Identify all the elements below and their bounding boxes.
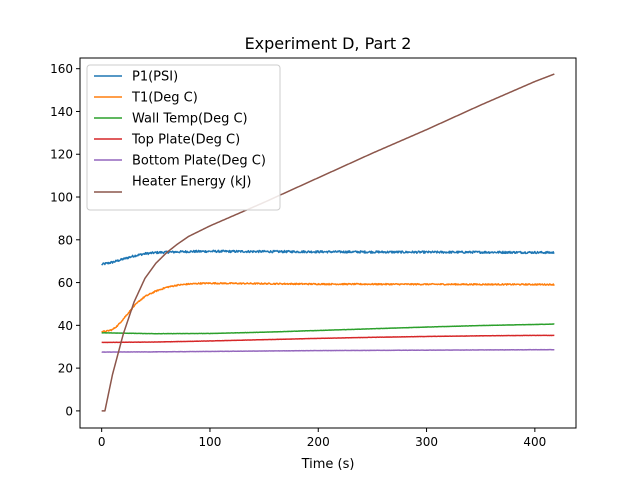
y-tick-label: 160: [50, 62, 73, 76]
legend-label: Wall Temp(Deg C): [132, 112, 248, 127]
y-tick-label: 140: [50, 105, 73, 119]
x-axis: 0 100 200 300 400: [98, 428, 546, 449]
plot-frame: [79, 57, 577, 429]
series-layer: [101, 73, 555, 412]
series-line-4: [101, 348, 555, 353]
series-line-2: [101, 323, 555, 335]
legend-label: Top Plate(Deg C): [131, 133, 240, 148]
legend: P1(PSI) T1(Deg C) Wall Temp(Deg C) Top Plat…: [86, 64, 281, 211]
y-tick-label: 120: [50, 148, 73, 162]
legend-label: T1(Deg C): [131, 91, 198, 106]
legend-label: P1(PSI): [132, 70, 178, 85]
x-axis-label: Time (s): [301, 457, 355, 472]
series-line-0: [101, 249, 555, 266]
y-tick-label: 100: [50, 191, 73, 205]
x-tick-label: 0: [98, 435, 106, 449]
y-tick-label: 40: [58, 319, 73, 333]
y-tick-label: 20: [58, 362, 73, 376]
y-tick-label: 60: [58, 276, 73, 290]
legend-box: [86, 64, 281, 211]
legend-label: Heater Energy (kJ): [132, 175, 251, 190]
chart-title: Experiment D, Part 2: [245, 34, 412, 53]
x-tick-label: 400: [523, 435, 546, 449]
series-line-3: [101, 334, 555, 344]
x-tick-label: 200: [307, 435, 330, 449]
y-axis: 0 20 40 60 80 100 120 140 160: [50, 62, 80, 418]
y-tick-label: 80: [58, 233, 73, 247]
legend-label: Bottom Plate(Deg C): [132, 154, 266, 169]
series-line-1: [101, 281, 555, 333]
x-tick-label: 100: [199, 435, 222, 449]
y-tick-label: 0: [65, 404, 73, 418]
x-tick-label: 300: [415, 435, 438, 449]
series-line-5: [101, 73, 555, 412]
